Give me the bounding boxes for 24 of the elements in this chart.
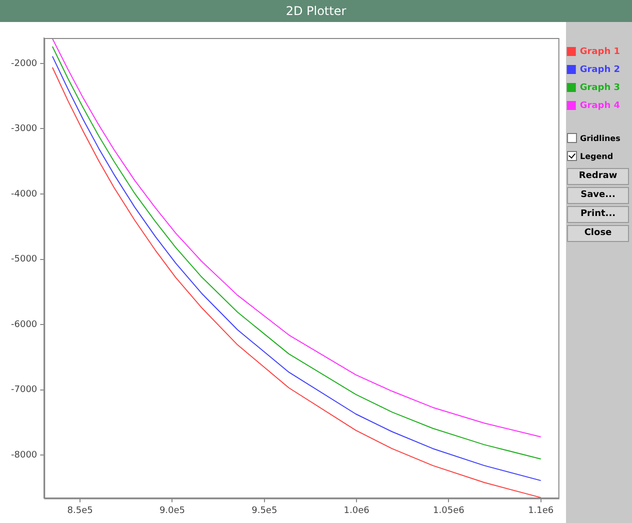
x-tick-label: 9.0e5	[159, 506, 186, 516]
legend-label: Graph 1	[580, 46, 620, 57]
x-tick-label: 1.05e6	[433, 506, 465, 516]
y-tick-label: -8000	[10, 450, 38, 460]
legend-label: Graph 2	[580, 64, 620, 75]
button: Print...	[567, 206, 629, 223]
x-tick-label: 1.0e6	[344, 506, 370, 516]
y-tick-label: -2000	[10, 58, 38, 69]
button: Save...	[567, 187, 629, 204]
checkbox: Gridlines	[567, 132, 620, 144]
button: Close	[567, 225, 629, 242]
y-tick-label: -7000	[10, 385, 38, 396]
y-tick-label: -4000	[10, 189, 38, 200]
checkbox: Legend	[567, 150, 614, 162]
legend-label: Graph 4	[580, 100, 620, 111]
chart-title: 2D Plotter	[0, 0, 632, 22]
x-tick-label: 1.1e6	[528, 506, 554, 516]
button: Redraw	[567, 168, 629, 185]
y-tick-label: -5000	[10, 254, 38, 265]
y-tick-label: -3000	[10, 124, 38, 134]
x-tick-label: 9.5e5	[252, 506, 278, 516]
y-tick-label: -6000	[10, 320, 38, 330]
legend-label: Graph 3	[580, 82, 620, 93]
x-tick-label: 8.5e5	[67, 506, 93, 516]
